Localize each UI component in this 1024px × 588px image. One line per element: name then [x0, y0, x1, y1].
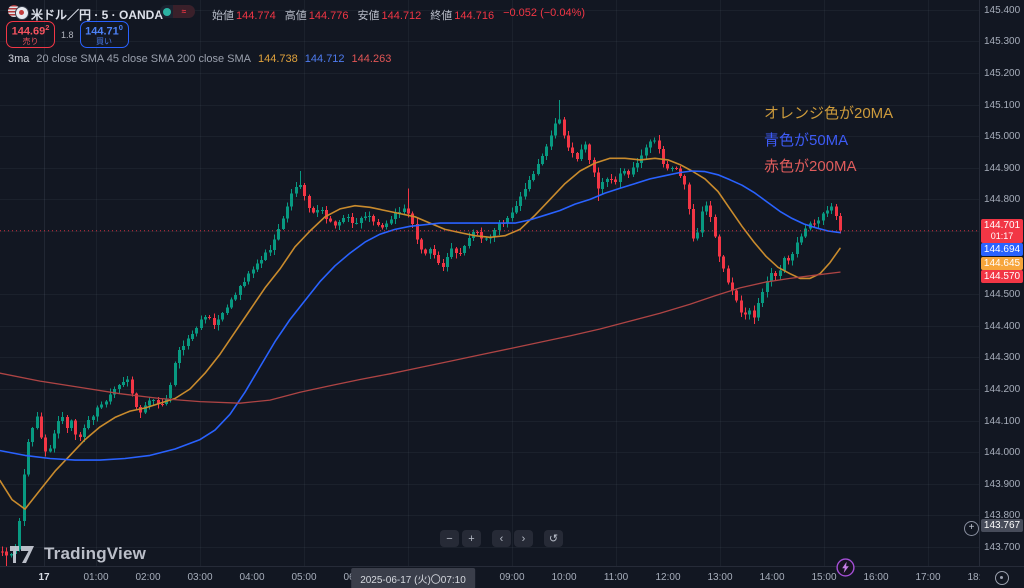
market-status-pill[interactable]: ≈ — [160, 5, 195, 18]
time-tick-label: 01:00 — [83, 572, 109, 583]
ma-price-label: 144.570 — [981, 270, 1023, 284]
time-tick-label: 17 — [38, 572, 50, 583]
indicator-values: 144.738 144.712 144.263 — [258, 53, 391, 65]
moving-average-lines — [0, 157, 841, 510]
detached-price-label: 143.767 — [981, 519, 1023, 533]
time-tick-label: 12:00 — [655, 572, 681, 583]
time-tick-label: 09:00 — [499, 572, 525, 583]
scale-settings-icon[interactable] — [995, 571, 1009, 585]
time-tick-label: 14:00 — [759, 572, 785, 583]
time-tick-label: 16:00 — [863, 572, 889, 583]
price-tick-label: 144.200 — [984, 384, 1021, 395]
sell-label: 売り — [22, 37, 39, 47]
symbol-title[interactable]: 米ドル／円 · 5 · OANDA — [31, 8, 164, 22]
price-tick-label: 144.900 — [984, 162, 1021, 174]
candlesticks — [1, 99, 842, 566]
delayed-data-icon: ≈ — [173, 5, 195, 18]
buy-price: 144.710 — [85, 22, 123, 38]
down-candle-bodies — [1, 119, 842, 556]
annotation-50ma: 青色が50MA — [764, 131, 849, 149]
ohlc-readout: 始値 144.774 高値 144.776 安値 144.712 終値 144.716 −0.… — [212, 7, 585, 23]
instant-trading-lightning-button[interactable] — [836, 558, 855, 577]
price-tick-label: 144.000 — [984, 447, 1021, 459]
change-readout: −0.052 (−0.04%) — [503, 7, 586, 19]
scroll-left-button[interactable]: ‹ — [492, 530, 511, 547]
ma-line-50 — [0, 170, 841, 461]
ohlc-item: 始値 144.774 — [212, 10, 276, 22]
indicator-name: 3ma — [8, 53, 30, 65]
spread-value: 1.8 — [61, 29, 74, 40]
sell-button[interactable]: 144.692 売り — [6, 21, 55, 48]
last-price-label: 144.701 01:17 — [981, 218, 1023, 243]
zoom-out-button[interactable]: − — [440, 530, 459, 547]
chart-navigation-toolbar: − + ‹ › ↺ — [440, 530, 566, 547]
indicator-value: 144.263 — [351, 53, 392, 65]
time-tick-label: 17:00 — [915, 572, 941, 583]
realtime-status-icon — [163, 7, 171, 16]
time-tick-label: 04:00 — [239, 572, 265, 583]
price-tick-label: 145.000 — [984, 131, 1021, 143]
indicator-params: 20 close SMA 45 close SMA 200 close SMA — [36, 53, 252, 65]
jpy-flag-icon — [15, 6, 29, 20]
time-tick-label: 10:00 — [551, 572, 577, 583]
up-candle-bodies — [10, 119, 833, 556]
time-tick-label: 13:00 — [707, 572, 733, 583]
ma-price-label: 144.645 — [981, 256, 1023, 270]
annotation-20ma: オレンジ色が20MA — [764, 105, 894, 122]
grid-lines — [0, 0, 979, 566]
time-tick-label: 05:00 — [291, 572, 317, 583]
price-tick-label: 145.100 — [984, 99, 1021, 111]
chart-text-annotations: オレンジ色が20MA 青色が50MA 赤色が200MA — [764, 101, 893, 181]
ohlc-values: 始値 144.774 高値 144.776 安値 144.712 終値 144.716 — [212, 7, 494, 23]
price-scale[interactable]: 145.400 145.300 145.200 145.100 145.000 144.9… — [979, 0, 1024, 566]
trade-buttons-panel: 144.692 売り 1.8 144.710 買い — [6, 21, 129, 48]
price-tick-label: 144.100 — [984, 415, 1021, 427]
price-tick-label: 145.200 — [984, 68, 1021, 79]
price-tick-label: 144.800 — [984, 194, 1021, 206]
tradingview-watermark: TradingView — [10, 544, 146, 564]
price-tick-label: 145.300 — [984, 36, 1021, 48]
time-tick-label: 15:00 — [811, 572, 837, 583]
price-tick-label: 143.800 — [984, 510, 1021, 522]
zoom-in-button[interactable]: + — [462, 530, 481, 547]
lightning-icon — [836, 558, 855, 577]
tradingview-logo-icon — [10, 545, 34, 563]
price-tick-label: 144.300 — [984, 352, 1021, 364]
indicator-value: 144.712 — [304, 53, 345, 65]
ohlc-item: 終値 144.716 — [430, 10, 495, 22]
indicator-legend[interactable]: 3ma 20 close SMA 45 close SMA 200 close … — [8, 53, 391, 65]
scroll-right-button[interactable]: › — [514, 530, 533, 547]
time-scale[interactable]: 1701:0002:0003:0004:0005:0006:0007:0008:… — [0, 566, 1024, 588]
ma-price-label: 144.694 — [981, 243, 1023, 257]
add-alert-plus-icon[interactable]: + — [964, 521, 979, 536]
price-tick-label: 144.400 — [984, 320, 1021, 332]
sell-price: 144.692 — [11, 22, 50, 38]
watermark-label: TradingView — [44, 544, 147, 563]
price-tick-label: 144.500 — [984, 289, 1021, 301]
buy-label: 買い — [96, 37, 113, 47]
annotation-200ma: 赤色が200MA — [764, 158, 857, 175]
ohlc-item: 高値 144.776 — [284, 10, 349, 22]
indicator-value: 144.738 — [258, 53, 298, 65]
time-tick-label: 11:00 — [603, 572, 629, 583]
reset-view-button[interactable]: ↺ — [544, 530, 563, 547]
price-tick-label: 145.400 — [984, 4, 1021, 16]
ma-line-20 — [0, 157, 841, 510]
ohlc-item: 安値 144.712 — [357, 10, 422, 22]
crosshair-date-label: 2025-06-17 (火)〇07:10 — [351, 568, 475, 588]
time-tick-label: 02:00 — [135, 572, 161, 583]
symbol-pair-flags-icon — [8, 5, 29, 20]
price-tick-label: 143.900 — [984, 478, 1021, 490]
price-tick-label: 143.700 — [984, 542, 1021, 553]
time-tick-label: 03:00 — [187, 572, 213, 583]
buy-button[interactable]: 144.710 買い — [79, 21, 129, 48]
down-candle-wicks — [2, 117, 841, 566]
ma-line-200 — [0, 271, 841, 404]
